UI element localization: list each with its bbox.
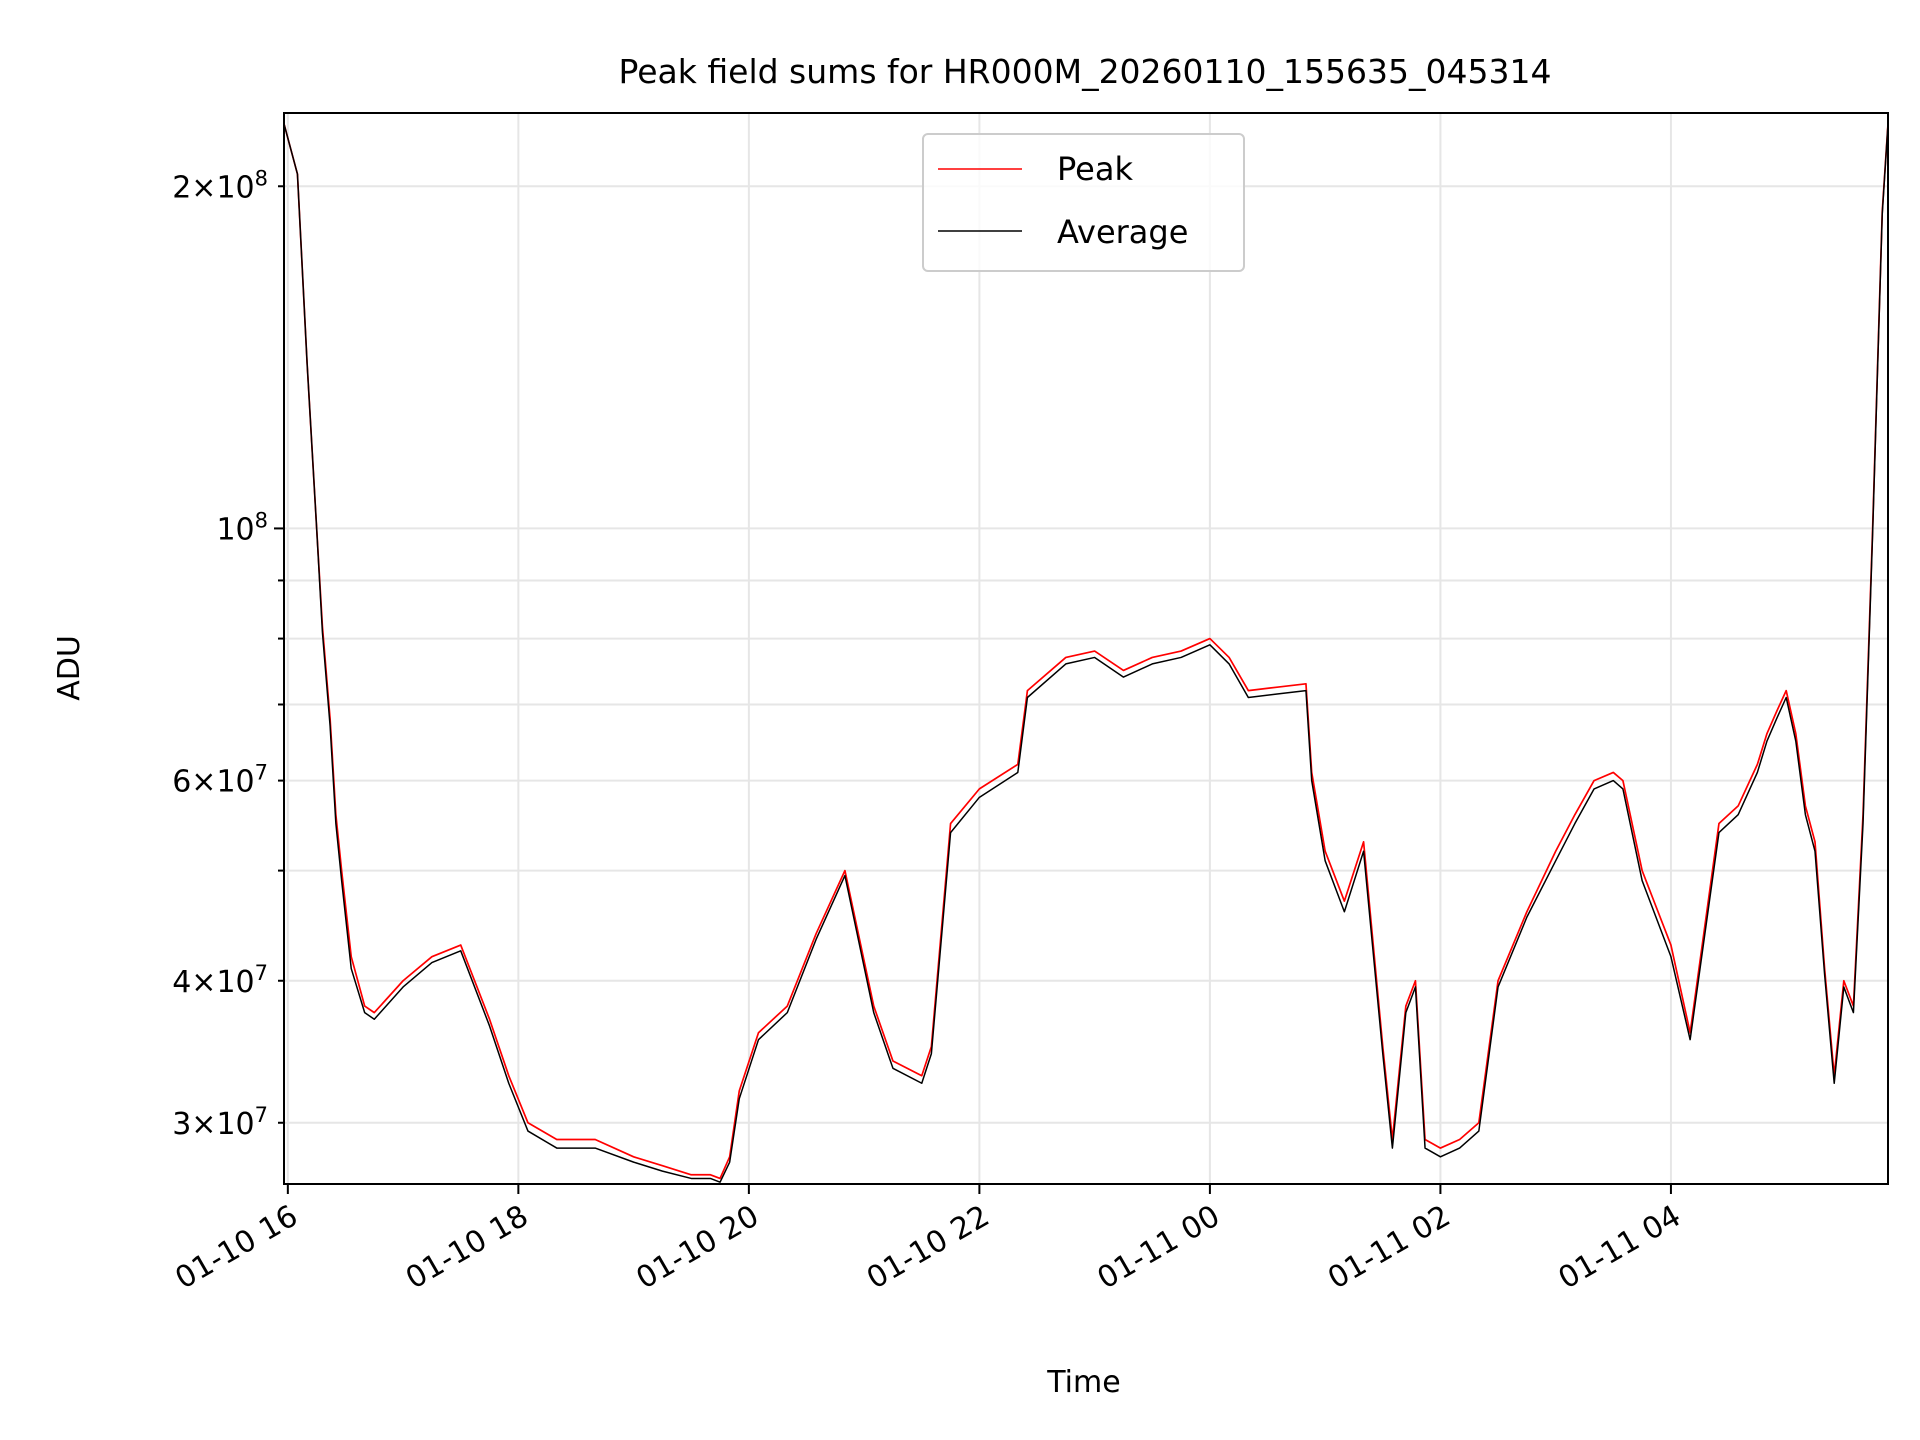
plot-frame	[283, 112, 1889, 1185]
legend-label-average: Average	[1057, 213, 1188, 251]
y-tick-label: 108	[216, 508, 268, 547]
y-axis: 3×107 4×107 6×107 2×108 108	[172, 166, 284, 1142]
series-line-average	[283, 123, 1889, 1183]
y-tick-label: 2×108	[172, 166, 268, 205]
x-axis-label: Time	[1046, 1365, 1120, 1400]
series-line-peak	[283, 123, 1889, 1180]
legend: Peak Average	[922, 133, 1245, 272]
y-tick-label: 4×107	[172, 961, 268, 1000]
series-group	[283, 123, 1889, 1183]
grid	[284, 113, 1888, 1184]
y-axis-label: ADU	[52, 635, 87, 701]
y-tick-label: 6×107	[172, 761, 268, 800]
chart-title: Peak field sums for HR000M_20260110_1556…	[619, 52, 1552, 91]
legend-label-peak: Peak	[1057, 150, 1133, 188]
y-tick-label: 3×107	[172, 1103, 268, 1142]
